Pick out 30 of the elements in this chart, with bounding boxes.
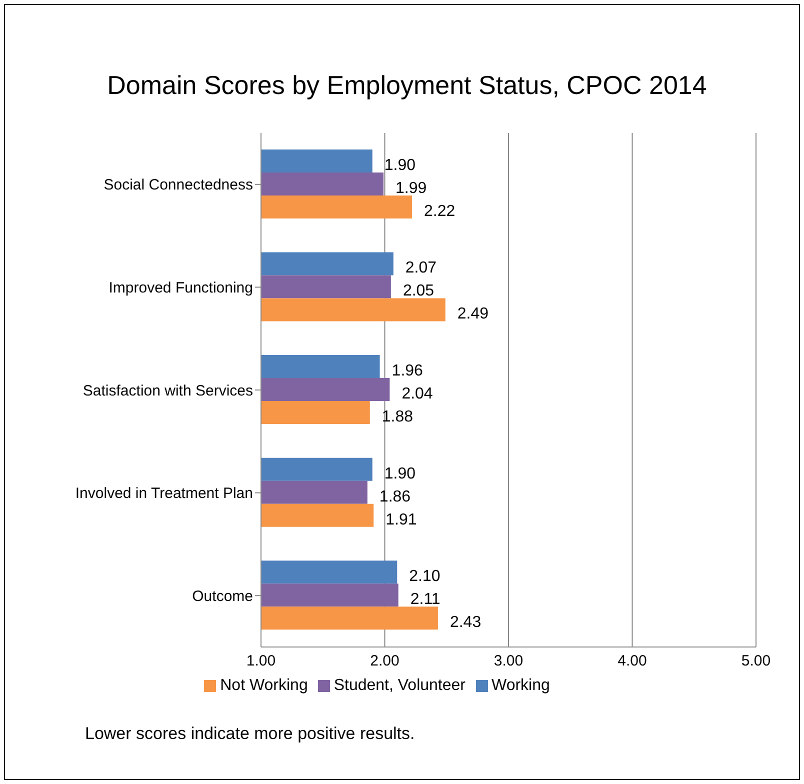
y-tick-label: Involved in Treatment Plan xyxy=(75,485,253,502)
legend-label: Student, Volunteer xyxy=(334,677,466,694)
x-tick-label: 5.00 xyxy=(741,652,771,670)
legend-label: Not Working xyxy=(220,677,308,694)
data-label: 1.99 xyxy=(396,180,427,197)
data-label: 1.96 xyxy=(392,362,424,380)
x-tick-label: 4.00 xyxy=(618,652,647,670)
x-tick-label: 3.00 xyxy=(494,652,524,670)
data-label: 1.86 xyxy=(379,488,411,506)
data-label: 2.10 xyxy=(409,568,440,586)
data-label: 2.04 xyxy=(402,386,433,403)
data-label: 2.05 xyxy=(402,282,434,300)
data-label: 2.49 xyxy=(457,306,489,323)
x-tick-label: 2.00 xyxy=(370,652,400,670)
data-label: 2.43 xyxy=(450,614,482,632)
data-label: 2.07 xyxy=(405,260,437,277)
y-tick-label: Improved Functioning xyxy=(108,280,253,297)
data-label: 1.90 xyxy=(384,156,416,174)
text: Lower scores indicate more positive results. xyxy=(85,724,415,744)
x-tick-label: 1.00 xyxy=(246,652,276,670)
data-label: 1.91 xyxy=(386,511,417,528)
data-label: 2.11 xyxy=(410,591,440,608)
chart-title: Domain Scores by Employment Status, CPOC 2014 xyxy=(106,70,708,101)
y-tick-label: Outcome xyxy=(192,588,253,605)
y-tick-label: Satisfaction with Services xyxy=(82,382,253,400)
data-label: 2.22 xyxy=(424,202,456,220)
data-label: 1.90 xyxy=(384,465,416,482)
y-tick-label: Social Connectedness xyxy=(104,176,253,194)
data-label: 1.88 xyxy=(382,408,414,426)
legend-label: Working xyxy=(492,677,550,694)
